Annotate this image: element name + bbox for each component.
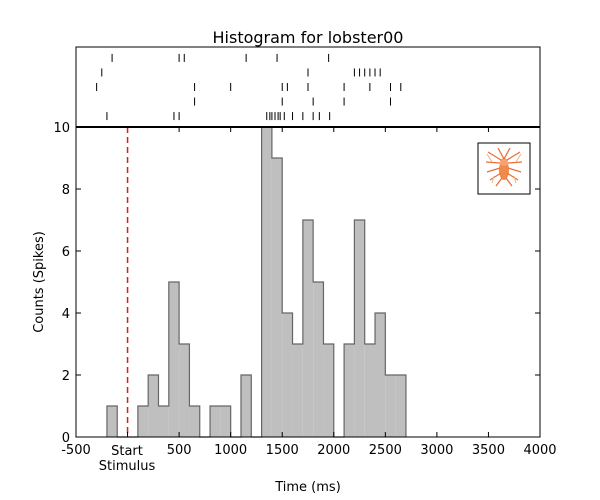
x-tick-label: 3000 <box>420 443 453 458</box>
stimulus-label: Stimulus <box>99 459 156 474</box>
histogram-bar <box>106 406 118 437</box>
start-label: Start <box>111 444 143 459</box>
histogram-bar <box>261 127 272 437</box>
histogram-bar <box>168 282 180 437</box>
histogram-bar <box>158 406 169 437</box>
x-tick-label: 1500 <box>266 443 299 458</box>
x-tick-label: 2000 <box>317 443 350 458</box>
y-axis: 0 2 4 6 8 10 <box>53 121 540 446</box>
x-tick-label: 2500 <box>369 443 402 458</box>
histogram-bar <box>313 282 324 437</box>
histogram-bar <box>364 344 376 437</box>
histogram-bar <box>344 344 355 437</box>
y-tick-label: 6 <box>62 245 70 260</box>
y-tick-label: 0 <box>62 431 70 446</box>
histogram-bar <box>189 406 200 437</box>
histogram-bar <box>395 375 406 437</box>
y-tick-label: 4 <box>62 307 70 322</box>
spike-raster <box>96 53 402 121</box>
histogram-bar <box>210 406 221 437</box>
x-tick-label: 3500 <box>472 443 505 458</box>
histogram-bar <box>148 375 159 437</box>
x-axis: -500 500 1000 1500 2000 2500 3000 3500 4000 <box>61 127 557 458</box>
histogram-bar <box>282 313 293 437</box>
histogram-bars <box>106 126 407 438</box>
lobster-inset <box>477 142 531 195</box>
x-tick-label: 500 <box>167 443 192 458</box>
x-tick-label: 4000 <box>523 443 556 458</box>
histogram-bar <box>302 220 314 437</box>
histogram-bar <box>137 406 149 437</box>
histogram-bar <box>240 375 252 437</box>
chart-title: Histogram for lobster00 <box>213 28 404 47</box>
x-axis-label: Time (ms) <box>274 480 341 495</box>
lobster-icon <box>485 147 523 187</box>
histogram-bar <box>323 344 334 437</box>
y-tick-label: 10 <box>53 121 70 136</box>
histogram-bar <box>179 344 190 437</box>
y-tick-label: 2 <box>62 369 70 384</box>
y-tick-label: 8 <box>62 183 70 198</box>
x-tick-label: -500 <box>61 443 91 458</box>
y-axis-label: Counts (Spikes) <box>32 231 47 333</box>
histogram-bar <box>385 375 396 437</box>
histogram-bar <box>354 220 365 437</box>
histogram-bar <box>271 158 283 437</box>
x-tick-label: 1000 <box>214 443 247 458</box>
histogram-bar <box>375 313 386 437</box>
histogram-bar <box>220 406 231 437</box>
histogram-bar <box>292 344 303 437</box>
